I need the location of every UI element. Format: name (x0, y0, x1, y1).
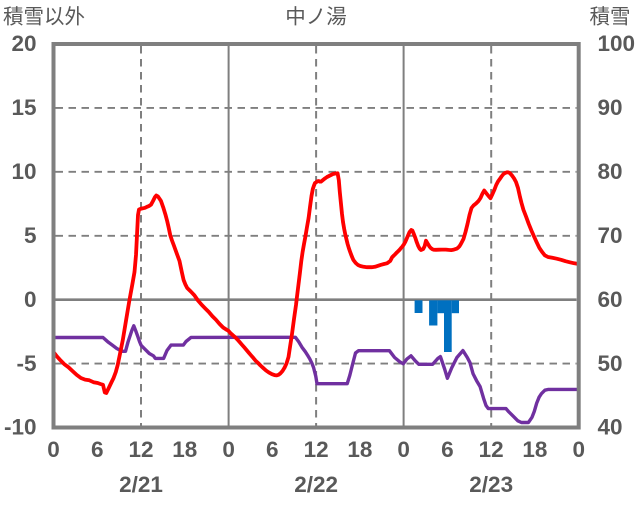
svg-text:18: 18 (522, 437, 547, 462)
svg-text:6: 6 (266, 437, 279, 462)
svg-text:15: 15 (11, 95, 36, 120)
svg-text:40: 40 (598, 415, 623, 440)
svg-text:10: 10 (11, 159, 36, 184)
svg-text:積雪: 積雪 (590, 6, 631, 29)
svg-text:80: 80 (598, 159, 623, 184)
svg-text:5: 5 (24, 223, 37, 248)
svg-text:中ノ湯: 中ノ湯 (285, 6, 347, 29)
svg-text:0: 0 (572, 437, 585, 462)
svg-text:2/23: 2/23 (469, 472, 513, 497)
svg-text:0: 0 (397, 437, 410, 462)
svg-text:積雪以外: 積雪以外 (3, 6, 85, 29)
svg-text:100: 100 (598, 31, 636, 56)
svg-text:12: 12 (128, 437, 153, 462)
svg-text:2/21: 2/21 (119, 472, 163, 497)
svg-text:2/22: 2/22 (294, 472, 338, 497)
svg-text:0: 0 (24, 287, 37, 312)
svg-text:12: 12 (304, 437, 329, 462)
svg-text:-10: -10 (4, 415, 37, 440)
svg-text:20: 20 (11, 31, 36, 56)
svg-text:6: 6 (441, 437, 454, 462)
svg-text:50: 50 (598, 351, 623, 376)
svg-text:70: 70 (598, 223, 623, 248)
svg-text:12: 12 (479, 437, 504, 462)
svg-text:18: 18 (347, 437, 372, 462)
svg-text:-5: -5 (16, 351, 36, 376)
svg-text:0: 0 (222, 437, 235, 462)
svg-text:0: 0 (47, 437, 60, 462)
svg-text:60: 60 (598, 287, 623, 312)
svg-text:90: 90 (598, 95, 623, 120)
svg-text:18: 18 (172, 437, 197, 462)
svg-text:6: 6 (91, 437, 104, 462)
